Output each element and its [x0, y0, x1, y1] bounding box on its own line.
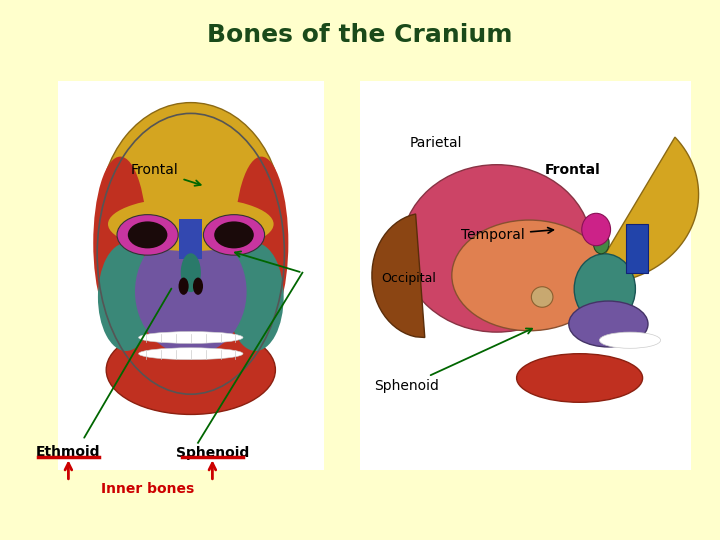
Ellipse shape: [204, 215, 265, 255]
Text: Frontal: Frontal: [544, 163, 600, 177]
Ellipse shape: [108, 197, 274, 251]
Bar: [360, 81, 691, 470]
Text: Ethmoid: Ethmoid: [36, 446, 101, 460]
Ellipse shape: [94, 157, 148, 329]
Ellipse shape: [452, 220, 606, 330]
Ellipse shape: [139, 348, 243, 360]
Ellipse shape: [215, 221, 254, 248]
Ellipse shape: [98, 243, 154, 351]
Text: Inner bones: Inner bones: [101, 482, 194, 496]
Text: Occipital: Occipital: [382, 272, 436, 285]
Text: Parietal: Parietal: [410, 136, 462, 150]
Text: Bones of the Cranium: Bones of the Cranium: [207, 23, 513, 47]
Ellipse shape: [135, 228, 246, 355]
Polygon shape: [554, 137, 698, 297]
Text: Sphenoid: Sphenoid: [374, 328, 532, 393]
Ellipse shape: [181, 253, 201, 292]
Text: Sphenoid: Sphenoid: [176, 446, 249, 460]
Bar: [58, 81, 324, 470]
Ellipse shape: [569, 301, 648, 347]
Ellipse shape: [228, 243, 284, 351]
Ellipse shape: [516, 354, 642, 402]
Ellipse shape: [193, 278, 203, 295]
Bar: [179, 219, 202, 259]
Text: Frontal: Frontal: [131, 163, 201, 186]
Ellipse shape: [128, 221, 168, 248]
Ellipse shape: [582, 213, 611, 246]
Bar: [626, 224, 648, 273]
Ellipse shape: [531, 287, 553, 307]
Ellipse shape: [107, 325, 275, 415]
Text: Temporal: Temporal: [462, 227, 554, 242]
Ellipse shape: [139, 332, 243, 343]
Ellipse shape: [575, 254, 635, 324]
Ellipse shape: [599, 332, 661, 348]
Ellipse shape: [235, 157, 288, 329]
Ellipse shape: [99, 103, 283, 329]
Ellipse shape: [593, 232, 609, 254]
Ellipse shape: [179, 278, 189, 295]
Ellipse shape: [402, 165, 592, 332]
Polygon shape: [372, 214, 425, 338]
Ellipse shape: [117, 215, 179, 255]
